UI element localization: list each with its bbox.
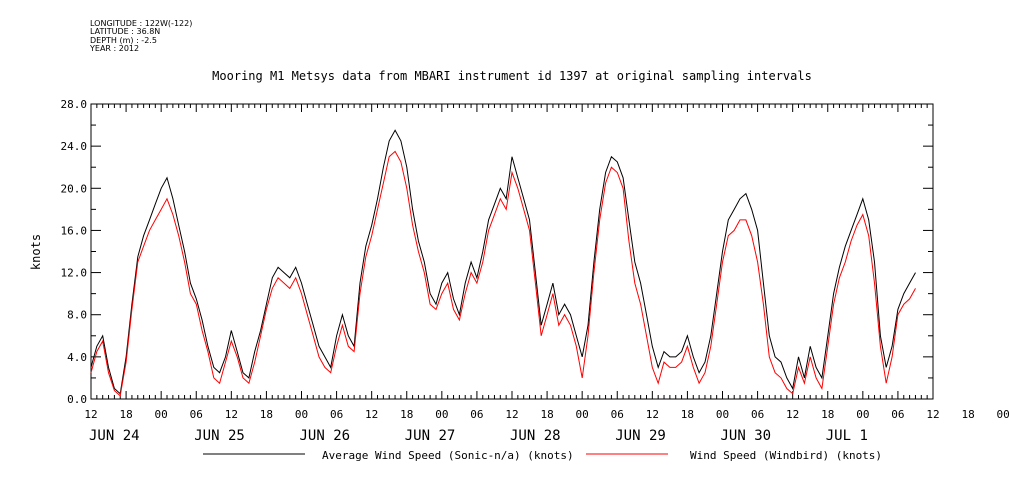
x-date-label: JUN 27	[405, 428, 456, 444]
x-tick-label: 00	[716, 408, 729, 421]
x-tick-label: 00	[856, 408, 869, 421]
y-tick-label: 28.0	[61, 98, 88, 111]
x-tick-label: 12	[505, 408, 518, 421]
x-date-label: JUN 30	[721, 428, 772, 444]
x-tick-label: 12	[365, 408, 378, 421]
station-metadata: LONGITUDE : 122W(-122) LATITUDE : 36.8N …	[90, 19, 193, 54]
chart-title: Mooring M1 Metsys data from MBARI instru…	[212, 69, 812, 83]
x-tick-label: 18	[400, 408, 413, 421]
x-tick-label: 00	[155, 408, 168, 421]
x-tick-label: 00	[295, 408, 308, 421]
x-date-label: JUL 1	[826, 428, 868, 444]
x-tick-label: 12	[225, 408, 238, 421]
x-tick-label: 18	[681, 408, 694, 421]
y-tick-label: 16.0	[61, 224, 88, 237]
y-tick-label: 20.0	[61, 182, 88, 195]
x-tick-label: 12	[84, 408, 97, 421]
series-line-1	[90, 150, 916, 397]
legend: Average Wind Speed (Sonic-n/a) (knots) Wi…	[203, 449, 882, 462]
x-tick-label: 06	[891, 408, 904, 421]
series-line-0	[90, 129, 916, 395]
x-date-label: JUN 26	[300, 428, 351, 444]
y-tick-label: 24.0	[61, 140, 88, 153]
x-tick-label: 06	[470, 408, 483, 421]
latitude-label: LATITUDE : 36.8N	[90, 27, 161, 37]
x-tick-label: 12	[646, 408, 659, 421]
x-tick-label: 12	[926, 408, 939, 421]
x-tick-label: 18	[119, 408, 132, 421]
x-tick-label: 12	[786, 408, 799, 421]
depth-label: DEPTH (m) : -2.5	[90, 35, 157, 45]
x-date-label: JUN 28	[510, 428, 561, 444]
longitude-label: LONGITUDE : 122W(-122)	[90, 19, 193, 28]
y-axis: 0.0 4.0 8.0 12.0 16.0 20.0 24.0 28.0	[61, 98, 933, 406]
y-axis-label: knots	[29, 234, 43, 270]
x-date-label: JUN 25	[194, 428, 245, 444]
x-tick-label: 06	[751, 408, 764, 421]
x-date-label: JUN 29	[615, 428, 666, 444]
y-tick-label: 12.0	[61, 267, 88, 280]
x-tick-label: 00	[435, 408, 448, 421]
x-date-label: JUN 24	[89, 428, 140, 444]
year-label: YEAR : 2012	[90, 44, 140, 54]
x-tick-label: 00	[576, 408, 589, 421]
x-tick-label: 18	[961, 408, 974, 421]
x-tick-label: 18	[540, 408, 553, 421]
series-lines	[90, 129, 916, 397]
y-tick-label: 8.0	[67, 309, 87, 322]
x-tick-label: 06	[330, 408, 343, 421]
y-tick-label: 0.0	[67, 393, 87, 406]
x-tick-label: 06	[190, 408, 203, 421]
legend-label: Wind Speed (Windbird) (knots)	[690, 449, 882, 462]
x-tick-label: 18	[821, 408, 834, 421]
x-tick-label: 00	[997, 408, 1009, 421]
x-axis: 12 18 00 06 12 18 00 06 12 18 00 06 12 18 00 06 12 18 00 06…	[84, 104, 1009, 444]
x-tick-label: 06	[611, 408, 624, 421]
legend-label: Average Wind Speed (Sonic-n/a) (knots)	[322, 449, 574, 462]
plot-frame	[90, 103, 934, 400]
x-tick-label: 18	[260, 408, 273, 421]
y-tick-label: 4.0	[67, 351, 87, 364]
